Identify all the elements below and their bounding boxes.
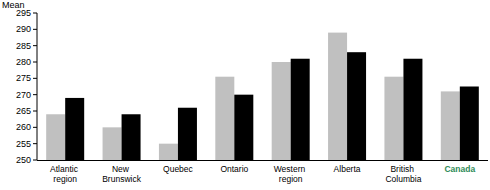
bars xyxy=(46,33,479,160)
y-tick-label: 275 xyxy=(16,73,31,83)
bar xyxy=(460,87,479,161)
bar xyxy=(46,114,65,160)
bar xyxy=(65,98,84,160)
bar xyxy=(103,127,122,160)
x-tick-label: British Columbia xyxy=(385,164,421,184)
bar xyxy=(328,33,347,160)
y-tick xyxy=(33,94,37,95)
y-tick xyxy=(33,62,37,63)
bar xyxy=(215,77,234,160)
bar xyxy=(234,95,253,160)
y-tick-label: 290 xyxy=(16,24,31,34)
y-axis xyxy=(37,13,38,160)
y-tick xyxy=(33,160,37,161)
x-tick-label: Alberta xyxy=(334,164,361,174)
bar xyxy=(441,91,460,160)
bar xyxy=(122,114,141,160)
y-tick xyxy=(33,29,37,30)
bar xyxy=(291,59,310,160)
bar xyxy=(347,52,366,160)
x-axis xyxy=(37,160,488,161)
chart: Mean250255260265270275280285290295Atlant… xyxy=(0,0,490,190)
y-tick-label: 250 xyxy=(16,155,31,165)
y-tick xyxy=(33,143,37,144)
y-tick-label: 285 xyxy=(16,41,31,51)
y-tick xyxy=(33,111,37,112)
bar xyxy=(403,59,422,160)
y-tick xyxy=(33,78,37,79)
y-tick-label: 295 xyxy=(16,8,31,18)
x-tick-label: Canada xyxy=(444,164,475,174)
y-tick xyxy=(33,45,37,46)
y-tick-label: 260 xyxy=(16,122,31,132)
x-tick-label: Western region xyxy=(274,164,308,184)
y-tick-label: 255 xyxy=(16,139,31,149)
y-tick-label: 265 xyxy=(16,106,31,116)
y-tick-label: 280 xyxy=(16,57,31,67)
y-tick-label: 270 xyxy=(16,90,31,100)
bar xyxy=(178,108,197,160)
x-tick-label: New Brunswick xyxy=(102,164,141,184)
bar xyxy=(384,77,403,160)
y-tick xyxy=(33,13,37,14)
bar xyxy=(272,62,291,160)
x-tick-label: Ontario xyxy=(220,164,248,174)
x-tick-label: Atlantic region xyxy=(50,164,80,184)
x-tick-label: Quebec xyxy=(163,164,194,174)
bar xyxy=(159,144,178,160)
y-tick xyxy=(33,127,37,128)
